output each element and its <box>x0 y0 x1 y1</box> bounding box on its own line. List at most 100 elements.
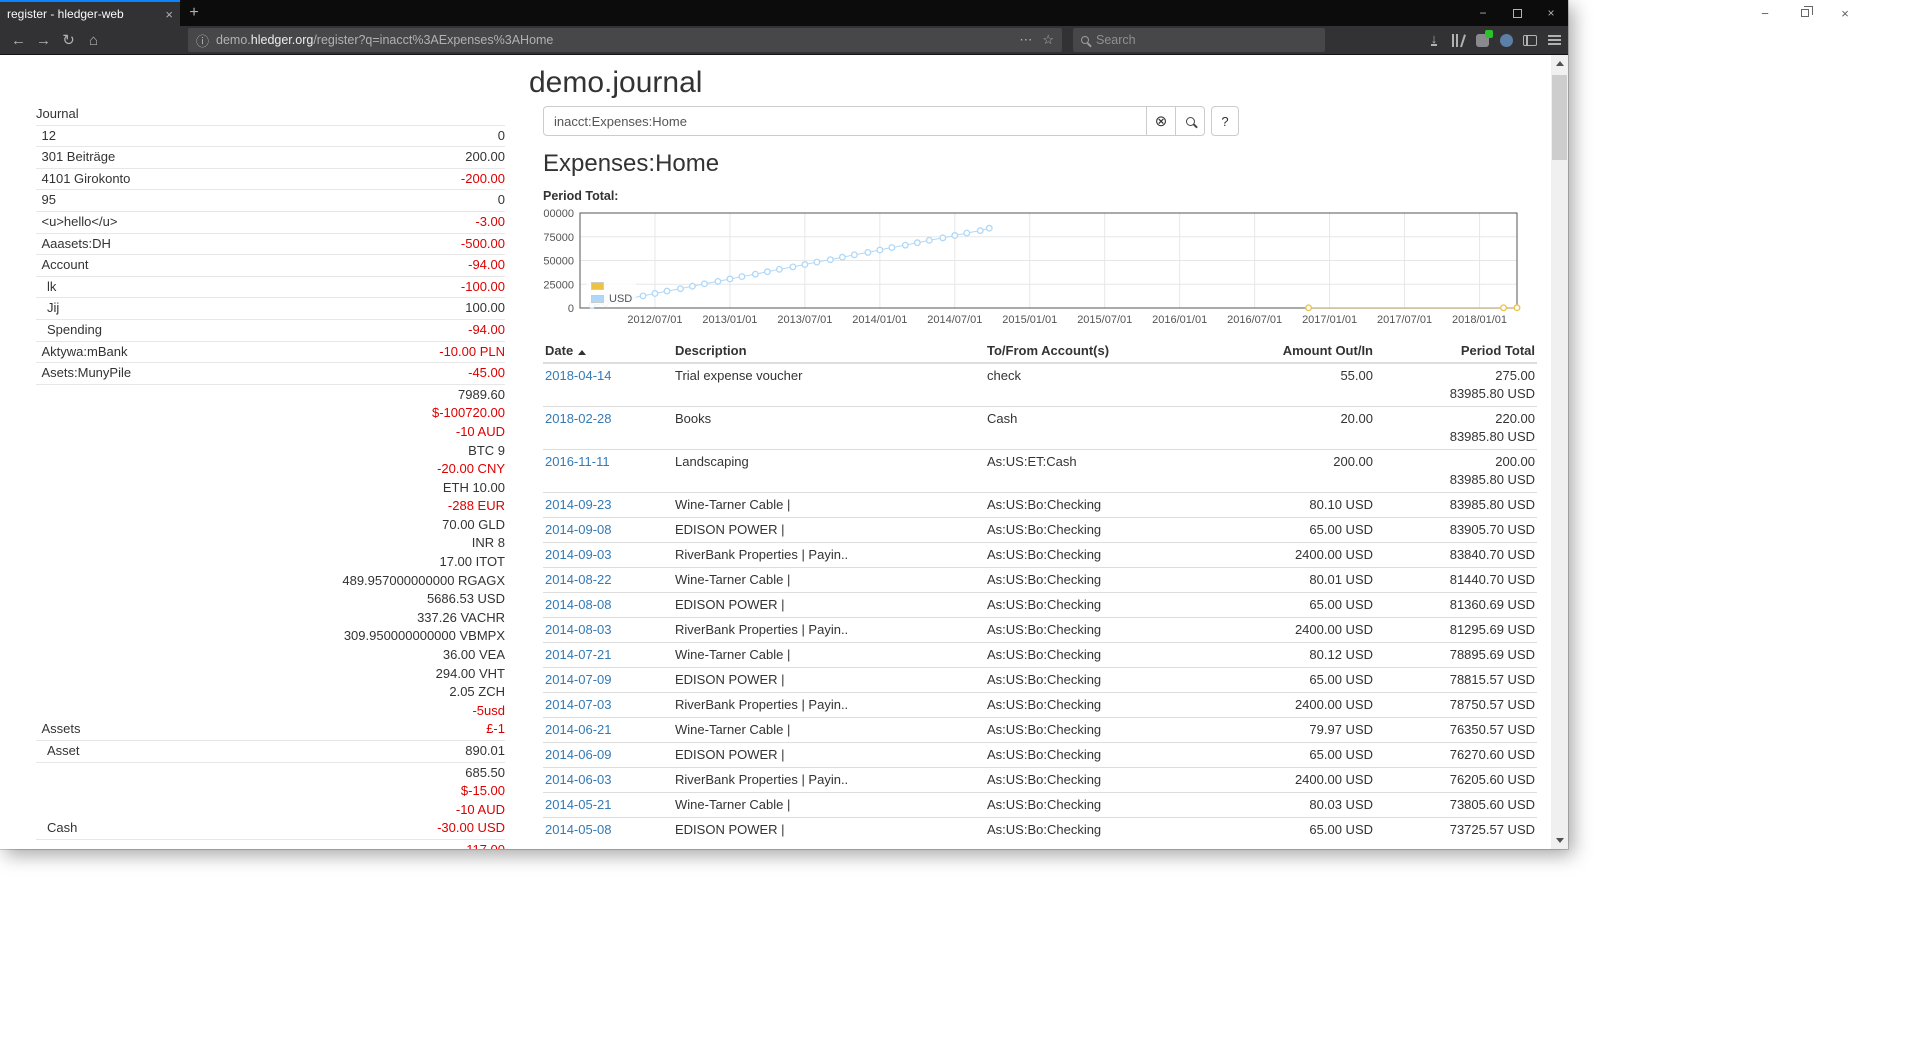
register-date-link[interactable]: 2014-05-08 <box>545 822 612 837</box>
account-link[interactable]: Account <box>41 257 89 273</box>
library-icon <box>1451 33 1466 47</box>
register-cell-account: check <box>985 362 1235 407</box>
extension-button-2[interactable] <box>1494 28 1518 52</box>
register-cell-period-total: 200.00 83985.80 USD <box>1375 449 1537 493</box>
accounts-sidebar: Journal 12 0 301 Beiträge 200.00 4101 Giroko… <box>36 104 505 849</box>
register-cell-amount: 80.01 USD <box>1235 567 1375 593</box>
account-link[interactable]: Spending <box>47 321 102 337</box>
balance-amount: ETH 10.00 <box>442 479 505 495</box>
register-date-link[interactable]: 2014-06-09 <box>545 747 612 762</box>
account-row: <u>hello</u> -3.00 <box>36 210 505 233</box>
register-cell-account: As:US:Bo:Checking <box>985 742 1235 768</box>
register-date-link[interactable]: 2014-09-03 <box>545 547 612 562</box>
reload-button[interactable]: ↻ <box>62 32 75 49</box>
balance-amount: 5686.53 USD <box>426 591 505 607</box>
account-link[interactable]: 4101 Girokonto <box>41 170 131 186</box>
register-date-link[interactable]: 2014-06-03 <box>545 772 612 787</box>
run-query-button[interactable] <box>1175 106 1205 136</box>
account-link[interactable]: Jij <box>47 300 60 316</box>
clear-query-button[interactable]: ⊗ <box>1146 106 1176 136</box>
downloads-button[interactable]: ↓ <box>1422 28 1446 52</box>
new-tab-button[interactable]: + <box>189 4 199 21</box>
url-bar[interactable]: ⓘ demo.hledger.org/register?q=inacct%3AE… <box>188 28 1062 52</box>
tab-close-icon[interactable]: × <box>165 6 173 22</box>
bg-close-icon[interactable]: × <box>1841 5 1849 21</box>
minimize-button[interactable]: − <box>1479 6 1487 20</box>
register-date-link[interactable]: 2014-06-21 <box>545 722 612 737</box>
query-input[interactable] <box>543 106 1147 136</box>
register-date-link[interactable]: 2014-05-21 <box>545 797 612 812</box>
account-link[interactable]: Asets:MunyPile <box>41 365 132 381</box>
register-date-link[interactable]: 2018-02-28 <box>545 411 612 426</box>
account-row: 4101 Girokonto -200.00 <box>36 167 505 190</box>
account-balance: 100.00 <box>465 299 505 318</box>
account-link[interactable]: Aaasets:DH <box>41 235 111 251</box>
page-actions-icon[interactable]: ⋯ <box>1019 32 1033 47</box>
account-link[interactable]: 301 Beiträge <box>41 149 116 165</box>
register-date-link[interactable]: 2014-08-22 <box>545 572 612 587</box>
scroll-down-button[interactable] <box>1551 832 1568 849</box>
balance-amount: 36.00 VEA <box>442 647 505 663</box>
extension-button-1[interactable] <box>1470 28 1494 52</box>
site-info-icon[interactable]: ⓘ <box>196 33 210 49</box>
register-date-link[interactable]: 2014-08-03 <box>545 622 612 637</box>
register-date-link[interactable]: 2014-07-21 <box>545 647 612 662</box>
scroll-up-button[interactable] <box>1551 55 1568 72</box>
period-total-line: 83905.70 USD <box>1449 522 1535 537</box>
account-link[interactable]: 12 <box>41 127 56 143</box>
library-button[interactable] <box>1446 28 1470 52</box>
scrollbar-thumb[interactable] <box>1552 75 1567 160</box>
register-cell-description: Trial expense voucher <box>673 362 985 407</box>
column-header-description[interactable]: Description <box>673 339 985 364</box>
account-link[interactable]: Aktywa:mBank <box>41 343 128 359</box>
account-link[interactable]: <u>hello</u> <box>41 213 118 229</box>
account-link[interactable]: Cash <box>47 820 78 836</box>
register-date-link[interactable]: 2016-11-11 <box>545 454 610 469</box>
period-total-line: 76205.60 USD <box>1449 772 1535 787</box>
column-header-account[interactable]: To/From Account(s) <box>985 339 1235 364</box>
legend-entry: USD <box>591 292 632 305</box>
back-button[interactable]: ← <box>11 31 26 49</box>
account-link[interactable]: Assets <box>41 721 81 737</box>
sidebar-toggle-button[interactable] <box>1518 28 1542 52</box>
forward-button[interactable]: → <box>36 31 51 49</box>
extension-icon <box>1475 29 1493 47</box>
browser-search-bar[interactable]: Search <box>1073 28 1325 52</box>
register-cell-account: Cash <box>985 406 1235 450</box>
register-date-link[interactable]: 2014-09-08 <box>545 522 612 537</box>
balance-amount: 337.26 VACHR <box>417 609 505 625</box>
register-date-link[interactable]: 2018-04-14 <box>545 368 612 383</box>
home-button[interactable]: ⌂ <box>88 31 99 49</box>
page-scrollbar[interactable] <box>1551 55 1568 849</box>
register-cell-account: As:US:Bo:Checking <box>985 792 1235 818</box>
register-cell-account: As:US:Bo:Checking <box>985 592 1235 618</box>
close-button[interactable]: × <box>1547 6 1555 20</box>
maximize-button[interactable] <box>1500 0 1534 26</box>
svg-text:2014/07/01: 2014/07/01 <box>927 314 982 326</box>
register-date-link[interactable]: 2014-08-08 <box>545 597 612 612</box>
account-link[interactable]: lk <box>47 278 57 294</box>
svg-text:2018/01/01: 2018/01/01 <box>1452 314 1507 326</box>
bg-minimize-icon[interactable]: − <box>1761 5 1769 21</box>
column-header-date[interactable]: Date <box>543 339 673 364</box>
sidebar-journal-link[interactable]: Journal <box>36 106 79 121</box>
period-total-line: 81440.70 USD <box>1449 572 1535 587</box>
register-date-link[interactable]: 2014-07-09 <box>545 672 612 687</box>
account-balance: -45.00 <box>468 364 505 383</box>
tab-register[interactable]: register - hledger-web × <box>0 0 180 26</box>
bg-restore-icon[interactable] <box>1792 4 1818 22</box>
register-date-link[interactable]: 2014-07-03 <box>545 697 612 712</box>
account-link[interactable]: 95 <box>41 192 56 208</box>
column-header-amount[interactable]: Amount Out/In <box>1235 339 1375 364</box>
query-help-button[interactable]: ? <box>1211 106 1239 136</box>
period-total-line: 73805.60 USD <box>1449 797 1535 812</box>
register-cell-account: As:US:Bo:Checking <box>985 492 1235 518</box>
account-link[interactable]: Asset <box>47 743 80 758</box>
menu-button[interactable] <box>1542 28 1566 52</box>
bookmark-star-icon[interactable]: ☆ <box>1042 32 1054 47</box>
column-header-period-total[interactable]: Period Total <box>1375 339 1537 364</box>
register-date-link[interactable]: 2014-09-23 <box>545 497 612 512</box>
svg-text:50000: 50000 <box>543 256 574 268</box>
period-total-line: 83985.80 USD <box>1449 429 1535 444</box>
period-total-line: 81295.69 USD <box>1449 622 1535 637</box>
